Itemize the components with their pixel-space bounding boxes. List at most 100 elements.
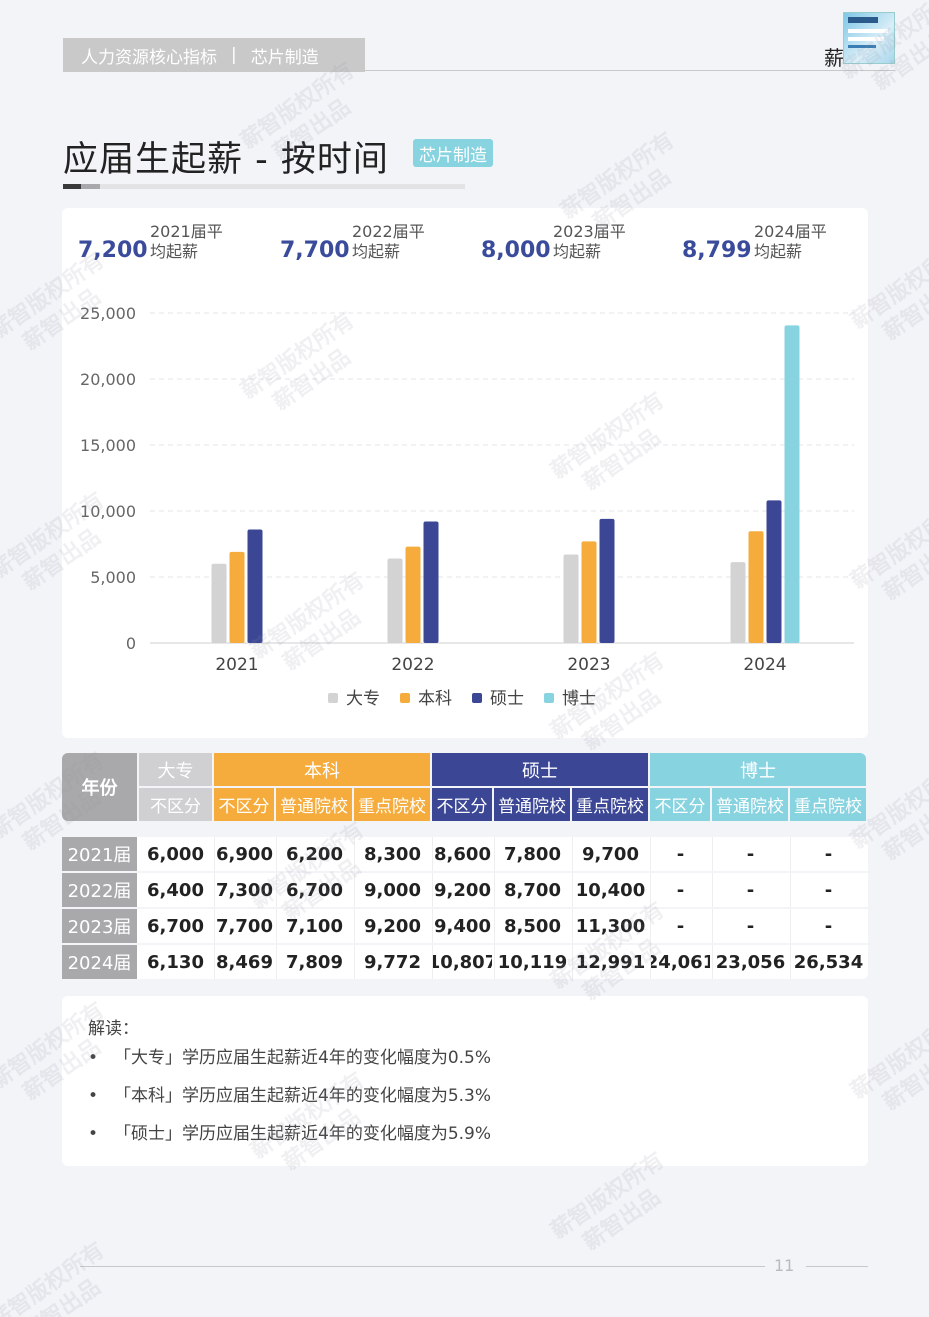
legend-swatch bbox=[328, 693, 338, 703]
legend-label: 博士 bbox=[562, 689, 596, 709]
table-cell: 8,300 bbox=[354, 837, 430, 871]
chart-card: 7,200 2021届平 均起薪 7,700 2022届平 均起薪 8,000 20… bbox=[62, 208, 868, 738]
page-number: 11 bbox=[774, 1256, 795, 1275]
table-cell: 9,200 bbox=[432, 873, 492, 907]
footer-rule-right bbox=[806, 1266, 868, 1267]
group-header-本科: 本科 bbox=[214, 753, 430, 786]
table-cell: - bbox=[790, 837, 866, 871]
bar-大专 bbox=[211, 563, 227, 643]
interpretation-list: 「大专」学历应届生起薪近4年的变化幅度为0.5% 「本科」学历应届生起薪近4年的… bbox=[88, 1046, 491, 1160]
subheader-重点院校: 重点院校 bbox=[572, 788, 648, 821]
table-cell: 8,700 bbox=[494, 873, 570, 907]
table-cell: - bbox=[650, 837, 710, 871]
legend-label: 硕士 bbox=[490, 689, 524, 709]
bar-硕士 bbox=[599, 518, 615, 643]
group-header-博士: 博士 bbox=[650, 753, 866, 786]
subheader-不区分: 不区分 bbox=[139, 788, 212, 821]
table-cell: 6,700 bbox=[276, 873, 352, 907]
table-cell: 7,809 bbox=[276, 945, 352, 979]
subheader-重点院校: 重点院校 bbox=[354, 788, 430, 821]
table-row bbox=[62, 837, 868, 871]
stat-value: 7,200 bbox=[78, 238, 148, 263]
bar-硕士 bbox=[423, 521, 439, 643]
table-cell: 6,900 bbox=[214, 837, 274, 871]
table-cell: - bbox=[712, 837, 788, 871]
x-tick-label: 2021 bbox=[215, 655, 258, 675]
table-cell: - bbox=[712, 873, 788, 907]
subheader-不区分: 不区分 bbox=[214, 788, 274, 821]
y-tick-label: 10,000 bbox=[80, 502, 136, 521]
year-header: 年份 bbox=[62, 753, 137, 821]
header-category: 人力资源核心指标 bbox=[81, 47, 217, 68]
industry-tag: 芯片制造 bbox=[413, 139, 493, 167]
group-header-大专: 大专 bbox=[139, 753, 212, 786]
bar-chart: 0 5,000 10,000 15,000 20,000 25,000 2021 2022 20… bbox=[80, 304, 854, 709]
x-tick-label: 2024 bbox=[743, 655, 786, 675]
subheader-普通院校: 普通院校 bbox=[276, 788, 352, 821]
corner-character: 薪 bbox=[824, 46, 844, 70]
header-industry: 芯片制造 bbox=[250, 47, 319, 68]
table-cell: 7,800 bbox=[494, 837, 570, 871]
table-cell: 26,534 bbox=[790, 945, 866, 979]
table-cell: 9,700 bbox=[572, 837, 648, 871]
table-cell: 9,772 bbox=[354, 945, 430, 979]
stat-label: 2021届平 均起薪 bbox=[150, 222, 223, 261]
bar-本科 bbox=[229, 551, 245, 643]
y-tick-label: 0 bbox=[126, 634, 136, 653]
stat-label: 2022届平 均起薪 bbox=[352, 222, 425, 261]
subheader-不区分: 不区分 bbox=[650, 788, 710, 821]
table-row bbox=[62, 873, 868, 907]
table-cell: 8,600 bbox=[432, 837, 492, 871]
y-tick-label: 25,000 bbox=[80, 304, 136, 323]
table-cell: 6,400 bbox=[147, 879, 204, 901]
footer-rule-left bbox=[80, 1266, 765, 1267]
table-cell: 6,700 bbox=[147, 915, 204, 937]
header-rule bbox=[365, 70, 895, 71]
table-cell: 10,119 bbox=[494, 945, 570, 979]
table-cell: 7,300 bbox=[214, 873, 274, 907]
bar-大专 bbox=[387, 558, 403, 643]
subheader-不区分: 不区分 bbox=[432, 788, 492, 821]
brand-logo bbox=[843, 12, 895, 64]
table-cell: 9,200 bbox=[354, 909, 430, 943]
bar-本科 bbox=[581, 541, 597, 643]
bar-大专 bbox=[730, 562, 746, 643]
page-title: 应届生起薪 - 按时间 bbox=[63, 140, 389, 180]
table-row bbox=[62, 945, 868, 979]
bar-博士 bbox=[784, 325, 800, 643]
stat-value: 8,799 bbox=[682, 238, 752, 263]
table-cell: 23,056 bbox=[712, 945, 788, 979]
table-cell: 10,400 bbox=[572, 873, 648, 907]
stat-value: 8,000 bbox=[481, 238, 551, 263]
row-year: 2023届 bbox=[62, 909, 137, 943]
group-header-硕士: 硕士 bbox=[432, 753, 648, 786]
y-tick-label: 15,000 bbox=[80, 436, 136, 455]
interpretation-item: 「本科」学历应届生起薪近4年的变化幅度为5.3% bbox=[88, 1084, 491, 1122]
table-cell: - bbox=[790, 873, 866, 907]
interpretation-card: 解读： 「大专」学历应届生起薪近4年的变化幅度为0.5% 「本科」学历应届生起薪… bbox=[62, 996, 868, 1166]
header-category-band: 人力资源核心指标 | 芯片制造 bbox=[63, 38, 365, 72]
header-separator: | bbox=[231, 45, 237, 65]
x-tick-label: 2022 bbox=[391, 655, 434, 675]
interpretation-item: 「硕士」学历应届生起薪近4年的变化幅度为5.9% bbox=[88, 1122, 491, 1160]
table-cell: - bbox=[650, 873, 710, 907]
subheader-重点院校: 重点院校 bbox=[790, 788, 866, 821]
row-year: 2021届 bbox=[62, 837, 137, 871]
table-cell: 7,700 bbox=[214, 909, 274, 943]
x-tick-label: 2023 bbox=[567, 655, 610, 675]
bar-本科 bbox=[405, 546, 421, 643]
bar-硕士 bbox=[766, 500, 782, 643]
table-cell: 24,061 bbox=[650, 945, 710, 979]
subheader-普通院校: 普通院校 bbox=[712, 788, 788, 821]
legend-swatch bbox=[544, 693, 554, 703]
table-cell: 8,500 bbox=[494, 909, 570, 943]
title-underline bbox=[63, 184, 465, 189]
table-cell: 6,000 bbox=[147, 843, 204, 865]
table-cell: 6,200 bbox=[276, 837, 352, 871]
table-row bbox=[62, 909, 868, 943]
row-year: 2022届 bbox=[62, 873, 137, 907]
table-cell: - bbox=[712, 909, 788, 943]
table-cell: 6,130 bbox=[147, 951, 204, 973]
table-cell: 9,400 bbox=[432, 909, 492, 943]
table-cell: 7,100 bbox=[276, 909, 352, 943]
